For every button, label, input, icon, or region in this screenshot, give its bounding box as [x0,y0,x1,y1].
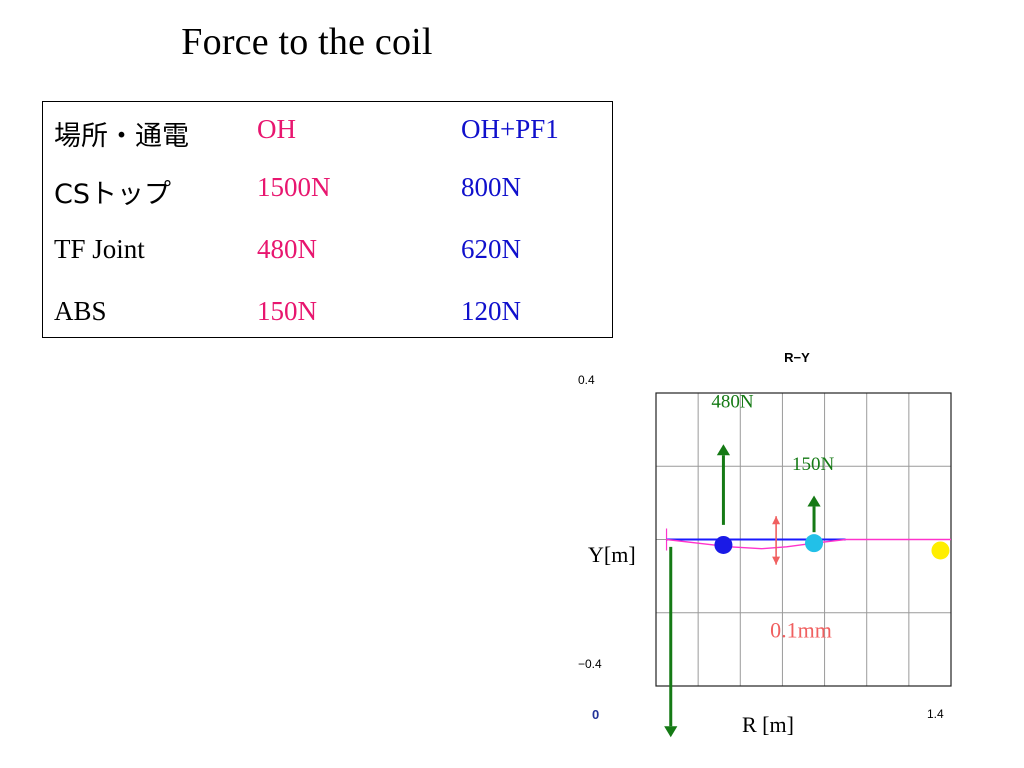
force-arrow-head [664,726,678,738]
table-cell-location: ABS [54,296,107,326]
ry-chart: R−Y 0.4 −0.4 0 1.4 Y[m] R [m] 480N150N15… [578,350,952,738]
table-header-ohpf1: OH+PF1 [461,114,559,144]
table-cell-oh: 150N [257,296,317,326]
table-cell-ohpf1: 800N [461,172,521,202]
slide-title: Force to the coil [181,21,433,63]
displacement-arrow-head-down [772,556,781,565]
force-arrow-label: 480N [711,392,754,413]
table-row: ABS 150N 120N [43,296,612,336]
table-cell-location: TF Joint [54,234,145,264]
displacement-arrow-head-up [772,516,781,525]
table-cell-oh: 1500N [257,172,331,202]
x-axis-label: R [m] [742,712,794,737]
chart-title: R−Y [784,350,810,365]
plot-area: 480N150N1500N0.1mm [655,392,952,738]
coil-marker [714,535,733,554]
displacement-label: 0.1mm [770,617,832,642]
table-row: TF Joint 480N 620N [43,234,612,274]
y-tick-label: 0.4 [578,373,595,387]
table-cell-location: CSトップ [54,179,171,210]
table-cell-oh: 480N [257,234,317,264]
table-header-location: 場所・通電 [54,121,189,152]
coil-marker [931,541,950,560]
y-axis-label: Y[m] [588,542,636,567]
y-tick-label: −0.4 [578,657,602,671]
force-arrow-head [716,444,731,456]
table-header-oh: OH [257,114,296,144]
series-line-deformed [666,538,951,550]
force-arrow-label: 150N [792,454,835,475]
table-cell-ohpf1: 620N [461,234,521,264]
table-header-row: 場所・通電 OH OH+PF1 [43,114,612,154]
x-tick-label: 0 [592,707,599,722]
force-table: 場所・通電 OH OH+PF1 CSトップ 1500N 800N TF Join… [42,101,613,338]
coil-marker [805,534,824,553]
table-cell-ohpf1: 120N [461,296,521,326]
force-arrow-head [807,495,821,507]
table-row: CSトップ 1500N 800N [43,172,612,212]
x-tick-label: 1.4 [927,707,944,721]
